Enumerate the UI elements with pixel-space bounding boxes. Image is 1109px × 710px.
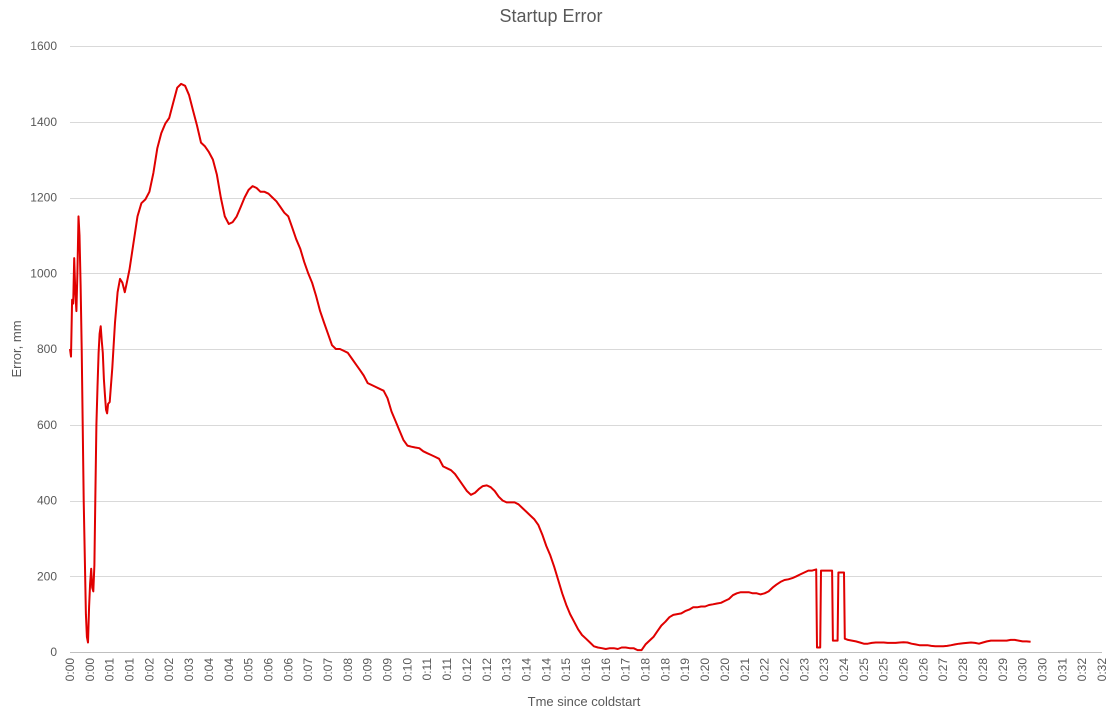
x-tick-label: 0:28	[956, 658, 970, 682]
x-tick-label: 0:21	[738, 658, 752, 682]
x-tick-label: 0:23	[797, 658, 811, 682]
chart-title: Startup Error	[499, 6, 602, 26]
x-tick-label: 0:10	[400, 658, 414, 682]
x-tick-label: 0:24	[837, 658, 851, 682]
x-tick-label: 0:01	[103, 658, 117, 682]
x-tick-label: 0:15	[559, 658, 573, 682]
x-axis-tick-labels: 0:00 0:00 0:01 0:01 0:02 0:02 0:03 0:04 0:04 0:05…	[63, 658, 1109, 682]
x-tick-label: 0:01	[123, 658, 137, 682]
x-tick-label: 0:27	[936, 658, 950, 682]
y-axis-title: Error, mm	[9, 320, 24, 377]
y-tick-label: 1000	[30, 266, 57, 280]
y-tick-label: 0	[50, 645, 57, 659]
series-layer	[69, 82, 1031, 652]
x-tick-label: 0:17	[619, 658, 633, 682]
x-tick-label: 0:06	[261, 658, 275, 682]
x-tick-label: 0:12	[480, 658, 494, 682]
x-tick-label: 0:05	[242, 658, 256, 682]
gridlines	[70, 46, 1102, 653]
x-tick-label: 0:07	[301, 658, 315, 682]
x-tick-label: 0:08	[341, 658, 355, 682]
x-tick-label: 0:26	[897, 658, 911, 682]
x-tick-label: 0:25	[877, 658, 891, 682]
x-tick-label: 0:09	[361, 658, 375, 682]
x-tick-label: 0:32	[1075, 658, 1089, 682]
x-tick-label: 0:04	[222, 658, 236, 682]
y-tick-label: 1400	[30, 115, 57, 129]
x-tick-label: 0:29	[996, 658, 1010, 682]
x-tick-label: 0:00	[63, 658, 77, 682]
x-tick-label: 0:20	[718, 658, 732, 682]
y-tick-label: 1600	[30, 39, 57, 53]
y-tick-label: 1200	[30, 191, 57, 205]
x-tick-label: 0:02	[142, 658, 156, 682]
x-tick-label: 0:02	[162, 658, 176, 682]
y-axis-tick-labels: 0 200 400 600 800 1000 1200 1400 1600	[30, 39, 57, 659]
x-tick-label: 0:04	[202, 658, 216, 682]
x-tick-label: 0:07	[321, 658, 335, 682]
x-tick-label: 0:14	[519, 658, 533, 682]
x-tick-label: 0:11	[420, 658, 434, 681]
x-tick-label: 0:22	[758, 658, 772, 682]
x-tick-label: 0:19	[678, 658, 692, 682]
x-tick-label: 0:16	[579, 658, 593, 682]
x-tick-label: 0:30	[1016, 658, 1030, 682]
x-tick-label: 0:28	[976, 658, 990, 682]
y-tick-label: 200	[37, 569, 57, 583]
x-tick-label: 0:00	[83, 658, 97, 682]
x-tick-label: 0:22	[777, 658, 791, 682]
x-tick-label: 0:30	[1035, 658, 1049, 682]
x-tick-label: 0:18	[639, 658, 653, 682]
x-tick-label: 0:03	[182, 658, 196, 682]
y-tick-label: 600	[37, 418, 57, 432]
x-tick-label: 0:12	[460, 658, 474, 682]
x-tick-label: 0:20	[698, 658, 712, 682]
x-axis-title: Tme since coldstart	[528, 694, 641, 709]
y-tick-label: 800	[37, 342, 57, 356]
x-tick-label: 0:23	[817, 658, 831, 682]
series-line-0	[69, 82, 1031, 652]
x-tick-label: 0:26	[916, 658, 930, 682]
x-tick-label: 0:18	[658, 658, 672, 682]
x-tick-label: 0:09	[381, 658, 395, 682]
x-tick-label: 0:11	[440, 658, 454, 681]
x-tick-label: 0:14	[539, 658, 553, 682]
x-tick-label: 0:16	[599, 658, 613, 682]
x-tick-label: 0:13	[500, 658, 514, 682]
x-tick-label: 0:06	[281, 658, 295, 682]
x-tick-label: 0:25	[857, 658, 871, 682]
y-tick-label: 400	[37, 494, 57, 508]
x-tick-label: 0:31	[1055, 658, 1069, 682]
x-tick-label: 0:32	[1095, 658, 1109, 682]
